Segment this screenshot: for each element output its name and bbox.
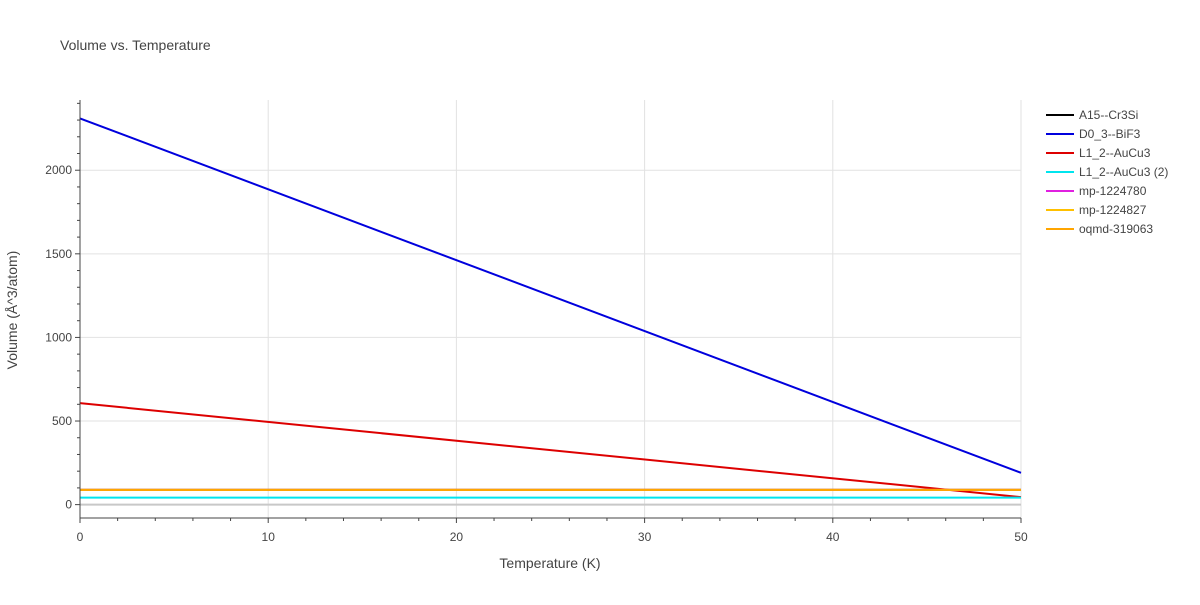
y-tick-label: 500 [52,414,72,428]
grid [80,100,1022,518]
x-tick-label: 20 [450,530,464,544]
y-tick-label: 1000 [45,330,72,344]
chart-title: Volume vs. Temperature [60,37,211,53]
legend-item[interactable]: L1_2--AuCu3 (2) [1046,165,1168,179]
legend-label: oqmd-319063 [1079,222,1153,236]
x-tick-label: 50 [1014,530,1028,544]
legend-label: L1_2--AuCu3 (2) [1079,165,1168,179]
legend-item[interactable]: A15--Cr3Si [1046,108,1138,122]
y-tick-label: 0 [65,498,72,512]
legend[interactable]: A15--Cr3Si D0_3--BiF3 L1_2--AuCu3 L1_2--AuC… [1046,108,1168,236]
legend-item[interactable]: L1_2--AuCu3 [1046,146,1151,160]
legend-item[interactable]: oqmd-319063 [1046,222,1153,236]
series-lines [79,117,1022,499]
x-axis-title: Temperature (K) [499,555,600,571]
legend-label: mp-1224827 [1079,203,1147,217]
legend-label: mp-1224780 [1079,184,1147,198]
y-tick-label: 2000 [45,163,72,177]
series-line-l1-2-aucu3[interactable] [79,402,1022,499]
legend-label: A15--Cr3Si [1079,108,1138,122]
y-tick-label: 1500 [45,247,72,261]
x-tick-label: 30 [638,530,652,544]
x-tick-label: 0 [77,530,84,544]
legend-item[interactable]: mp-1224780 [1046,184,1147,198]
legend-item[interactable]: mp-1224827 [1046,203,1147,217]
legend-item[interactable]: D0_3--BiF3 [1046,127,1141,141]
legend-label: D0_3--BiF3 [1079,127,1141,141]
legend-label: L1_2--AuCu3 [1079,146,1151,160]
series-line-d0-3-bif3[interactable] [79,117,1022,474]
x-tick-label: 10 [262,530,276,544]
y-axis-title: Volume (Å^3/atom) [4,251,20,370]
x-tick-label: 40 [826,530,840,544]
